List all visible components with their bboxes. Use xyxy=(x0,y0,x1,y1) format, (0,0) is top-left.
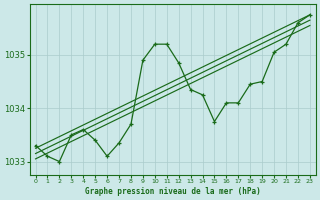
X-axis label: Graphe pression niveau de la mer (hPa): Graphe pression niveau de la mer (hPa) xyxy=(85,187,260,196)
